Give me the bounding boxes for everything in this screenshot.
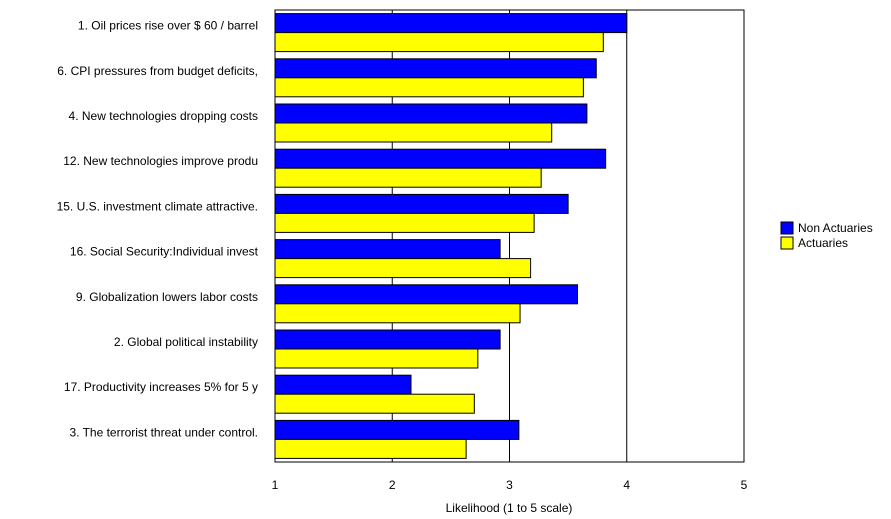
bar-non-actuaries-0 <box>274 13 628 34</box>
bar-non-actuaries-6 <box>274 284 579 305</box>
category-label: 1. Oil prices rise over $ 60 / barrel <box>78 19 258 33</box>
bar-actuaries-1 <box>274 77 584 98</box>
category-label: 15. U.S. investment climate attractive. <box>57 199 258 213</box>
x-tick-labels: 1 2 3 4 5 <box>272 478 748 492</box>
plot-area-border <box>274 9 745 463</box>
bar-non-actuaries-5 <box>274 239 501 260</box>
bar-actuaries-7 <box>274 348 479 369</box>
x-tick-label: 3 <box>506 478 513 492</box>
x-tick-label: 1 <box>272 478 279 492</box>
x-tick-label: 5 <box>741 478 748 492</box>
legend-swatch-actuaries <box>780 236 794 250</box>
category-label: 4. New technologies dropping costs <box>69 109 258 123</box>
category-labels: 1. Oil prices rise over $ 60 / barrel 6. … <box>57 19 259 440</box>
bar-non-actuaries-1 <box>274 58 597 79</box>
bar-actuaries-8 <box>274 393 475 414</box>
category-label: 6. CPI pressures from budget deficits, <box>57 64 258 78</box>
legend-swatch-non-actuaries <box>780 221 794 235</box>
category-label: 2. Global political instability <box>114 335 258 349</box>
bar-actuaries-4 <box>274 212 535 233</box>
legend-label-actuaries: Actuaries <box>798 236 848 250</box>
bar-non-actuaries-9 <box>274 419 520 440</box>
category-label: 16. Social Security:Individual invest <box>70 245 259 259</box>
bar-actuaries-9 <box>274 438 467 459</box>
category-label: 12. New technologies improve produ <box>63 154 258 168</box>
x-axis-title: Likelihood (1 to 5 scale) <box>446 501 573 515</box>
bar-actuaries-6 <box>274 303 521 324</box>
legend-label-non-actuaries: Non Actuaries <box>798 221 873 235</box>
bar-non-actuaries-7 <box>274 329 501 350</box>
bar-actuaries-2 <box>274 122 553 143</box>
category-label: 9. Globalization lowers labor costs <box>76 290 258 304</box>
category-label: 17. Productivity increases 5% for 5 y <box>64 380 258 394</box>
bar-non-actuaries-8 <box>274 374 412 395</box>
bar-non-actuaries-4 <box>274 193 569 214</box>
category-label: 3. The terrorist threat under control. <box>69 425 258 439</box>
bar-actuaries-3 <box>274 167 542 188</box>
x-tick-label: 2 <box>389 478 396 492</box>
bar-actuaries-0 <box>274 32 604 53</box>
x-tick-label: 4 <box>623 478 630 492</box>
bar-non-actuaries-2 <box>274 103 588 124</box>
bars <box>274 13 628 459</box>
bar-non-actuaries-3 <box>274 148 607 169</box>
bar-actuaries-5 <box>274 258 532 279</box>
